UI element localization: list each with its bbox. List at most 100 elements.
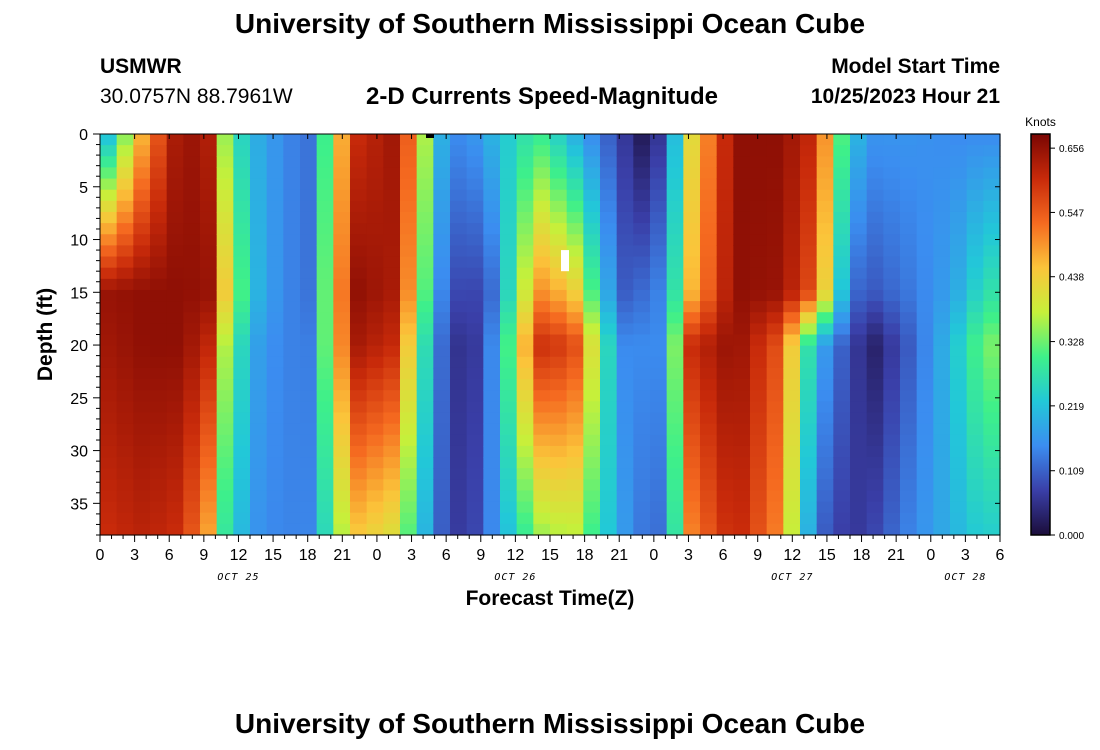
- heatmap-cell: [700, 223, 718, 235]
- heatmap-cell: [883, 145, 901, 157]
- heatmap-cell: [266, 267, 284, 280]
- heatmap-cell: [500, 289, 518, 302]
- heatmap-cell: [683, 301, 701, 313]
- heatmap-cell: [316, 490, 334, 503]
- heatmap-cell: [616, 490, 634, 503]
- heatmap-cell: [250, 457, 268, 469]
- heatmap-cell: [333, 490, 351, 503]
- heatmap-cell: [683, 134, 701, 146]
- heatmap-cell: [916, 334, 934, 347]
- heatmap-cell: [100, 234, 118, 246]
- heatmap-cell: [750, 323, 768, 336]
- heatmap-cell: [133, 289, 151, 302]
- heatmap-cell: [566, 390, 584, 402]
- heatmap-cell: [483, 423, 501, 436]
- heatmap-cell: [750, 479, 768, 492]
- heatmap-cell: [916, 434, 934, 447]
- heatmap-cell: [116, 189, 134, 202]
- heatmap-cell: [950, 301, 968, 313]
- heatmap-cell: [833, 523, 851, 536]
- heatmap-cell: [700, 178, 718, 191]
- heatmap-cell: [816, 312, 834, 324]
- heatmap-cell: [116, 457, 134, 469]
- heatmap-cell: [650, 178, 668, 191]
- heatmap-cell: [450, 468, 468, 480]
- heatmap-cell: [116, 223, 134, 235]
- x-date-label: OCT 27: [771, 572, 813, 583]
- heatmap-cell: [750, 512, 768, 525]
- heatmap-cell: [333, 468, 351, 480]
- heatmap-cell: [366, 289, 384, 302]
- heatmap-cell: [366, 134, 384, 146]
- heatmap-cell: [283, 501, 301, 514]
- heatmap-cell: [950, 356, 968, 369]
- heatmap-cell: [516, 345, 534, 358]
- heatmap-cell: [466, 200, 484, 213]
- heatmap-cell: [350, 423, 368, 436]
- heatmap-cell: [733, 390, 751, 402]
- heatmap-cell: [833, 223, 851, 235]
- heatmap-cell: [616, 189, 634, 202]
- heatmap-cell: [766, 312, 784, 324]
- heatmap-cell: [216, 523, 234, 536]
- heatmap-cell: [350, 501, 368, 514]
- heatmap-cell: [766, 356, 784, 369]
- heatmap-cell: [200, 323, 218, 336]
- heatmap-cell: [266, 289, 284, 302]
- heatmap-cell: [300, 334, 318, 347]
- heatmap-cell: [133, 345, 151, 358]
- heatmap-cell: [950, 134, 968, 146]
- x-tick-label: 15: [818, 547, 836, 564]
- heatmap-cell: [683, 345, 701, 358]
- heatmap-cell: [200, 267, 218, 280]
- heatmap-cell: [816, 468, 834, 480]
- heatmap-cell: [700, 189, 718, 202]
- heatmap-cell: [350, 512, 368, 525]
- heatmap-cell: [250, 234, 268, 246]
- heatmap-cell: [283, 301, 301, 313]
- heatmap-cell: [916, 457, 934, 469]
- heatmap-cell: [816, 145, 834, 157]
- heatmap-cell: [233, 434, 251, 447]
- heatmap-cell: [816, 345, 834, 358]
- heatmap-cell: [766, 367, 784, 380]
- heatmap-cell: [583, 468, 601, 480]
- heatmap-cell: [583, 200, 601, 213]
- heatmap-cell: [466, 501, 484, 514]
- heatmap-cell: [566, 245, 584, 258]
- heatmap-cell: [483, 468, 501, 480]
- heatmap-cell: [983, 490, 1001, 503]
- heatmap-cell: [633, 312, 651, 324]
- heatmap-cell: [333, 412, 351, 425]
- heatmap-cell: [516, 390, 534, 402]
- heatmap-cell: [266, 178, 284, 191]
- heatmap-cell: [533, 211, 551, 224]
- heatmap-cell: [750, 523, 768, 536]
- heatmap-cell: [383, 412, 401, 425]
- heatmap-cell: [566, 200, 584, 213]
- heatmap-cell: [800, 211, 818, 224]
- heatmap-cell: [783, 345, 801, 358]
- heatmap-cell: [850, 145, 868, 157]
- heatmap-cell: [216, 134, 234, 146]
- heatmap-cell: [450, 211, 468, 224]
- heatmap-cell: [766, 345, 784, 358]
- heatmap-cell: [800, 523, 818, 536]
- heatmap-cell: [800, 256, 818, 269]
- heatmap-cell: [500, 490, 518, 503]
- heatmap-cell: [666, 289, 684, 302]
- heatmap-cell: [750, 501, 768, 514]
- heatmap-cell: [233, 468, 251, 480]
- heatmap-cell: [883, 289, 901, 302]
- heatmap-cell: [666, 512, 684, 525]
- heatmap-cell: [966, 434, 984, 447]
- heatmap-cell: [616, 390, 634, 402]
- heatmap-cell: [316, 323, 334, 336]
- heatmap-cell: [400, 334, 418, 347]
- heatmap-cell: [900, 312, 918, 324]
- heatmap-cell: [483, 289, 501, 302]
- heatmap-cell: [350, 323, 368, 336]
- heatmap-cell: [750, 156, 768, 169]
- heatmap-cell: [500, 479, 518, 492]
- heatmap-cell: [933, 178, 951, 191]
